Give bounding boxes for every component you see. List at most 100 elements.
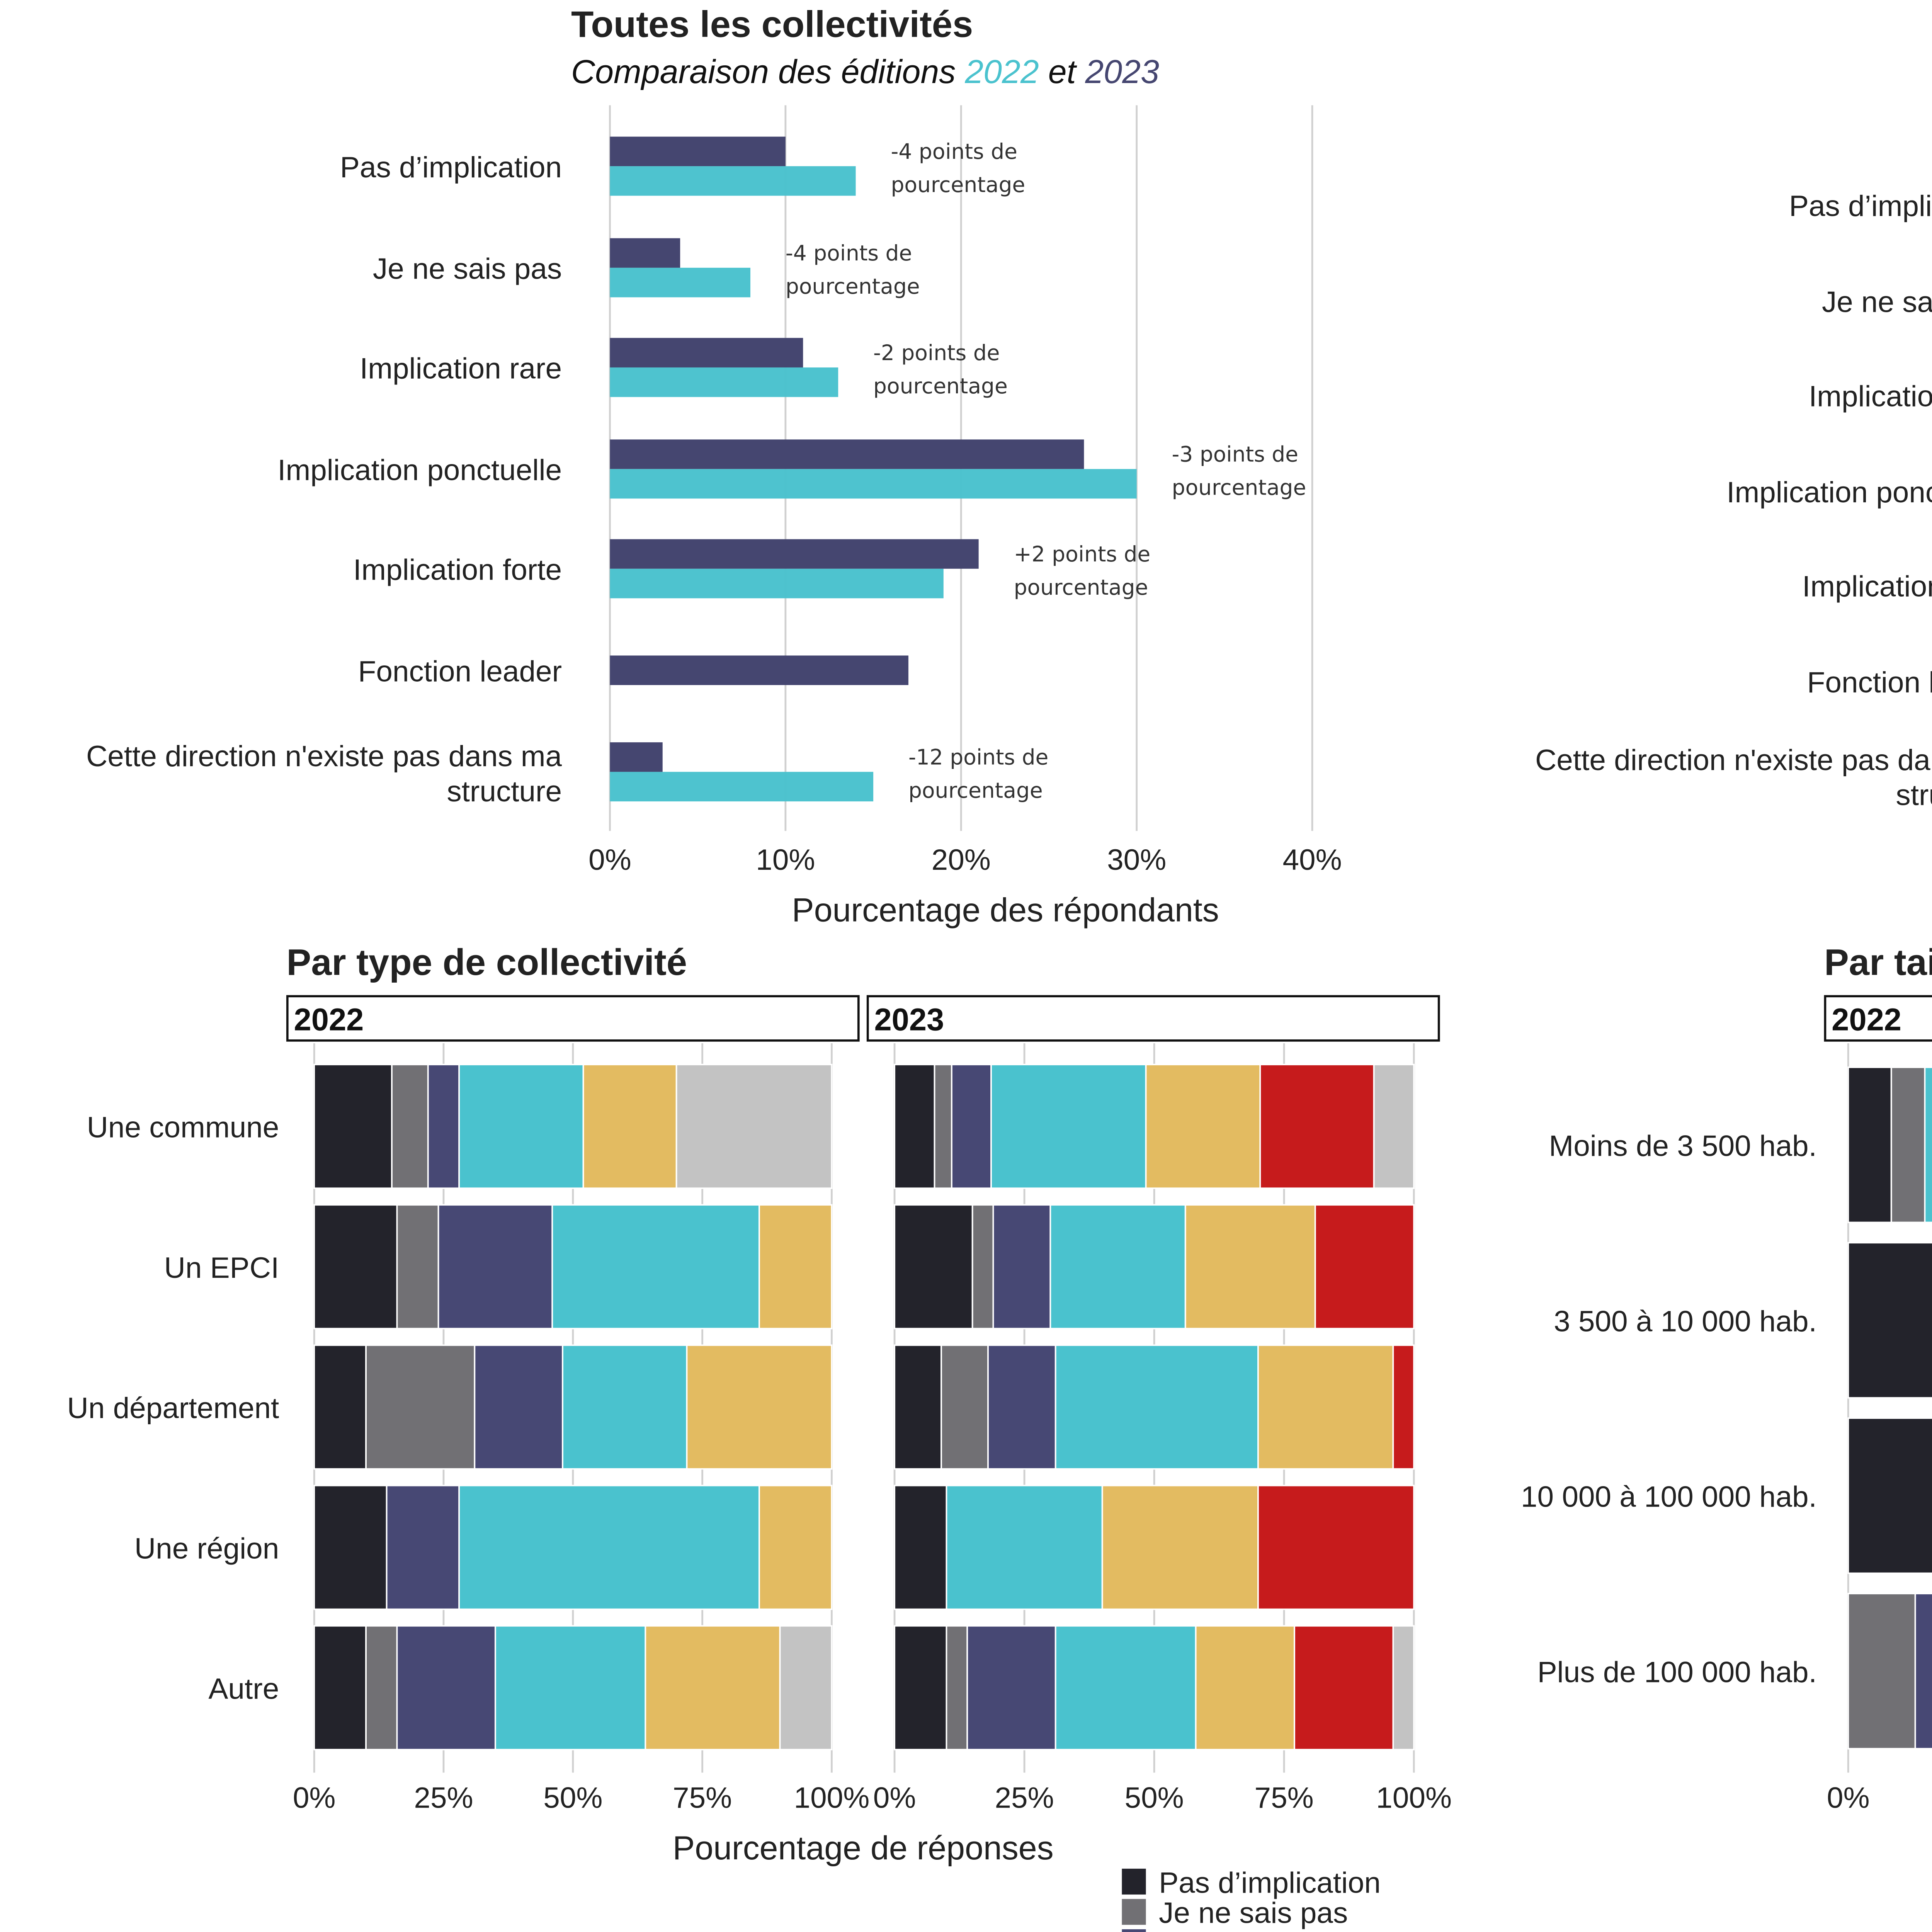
bar-2022 bbox=[610, 469, 1137, 499]
category-label: Une commune bbox=[87, 1111, 279, 1144]
facet-strip-box bbox=[866, 995, 1440, 1042]
category-label: Implication rare bbox=[1809, 380, 1932, 413]
subtitle-mid: et bbox=[1039, 53, 1085, 90]
stacked-segment bbox=[494, 1625, 646, 1750]
stacked-segment bbox=[551, 1204, 760, 1330]
stacked-segment bbox=[894, 1204, 973, 1330]
category-label: Cette direction n'existe pas dans ma bbox=[1535, 744, 1932, 777]
stacked-segment bbox=[946, 1625, 968, 1750]
category-label: Moins de 3 500 hab. bbox=[1549, 1130, 1816, 1163]
x-tick-label: 0% bbox=[1827, 1781, 1870, 1814]
chart-title: Toutes les collectivités bbox=[571, 4, 973, 45]
stacked-segment bbox=[1294, 1625, 1394, 1750]
facet-panel-2022: 0%25%50%75%100% bbox=[293, 1043, 869, 1814]
stacked-segment bbox=[1101, 1485, 1259, 1610]
category-label: Implication forte bbox=[1802, 570, 1932, 603]
stacked-segment bbox=[966, 1625, 1056, 1750]
stacked-segment bbox=[1847, 1242, 1932, 1399]
bar-2022 bbox=[610, 367, 838, 397]
category-label: Je ne sais pas bbox=[373, 253, 562, 286]
stacked-segment bbox=[675, 1064, 833, 1189]
legend-swatch bbox=[1122, 1869, 1146, 1895]
bar-2022 bbox=[610, 267, 750, 298]
difference-annotation: pourcentage bbox=[786, 274, 920, 299]
category-label: Pas d’implication bbox=[1789, 190, 1932, 223]
category-label: 3 500 à 10 000 hab. bbox=[1554, 1305, 1817, 1338]
bar-2023 bbox=[610, 742, 663, 772]
chart-subtitle: Comparaison des éditions 2022 et 2023 bbox=[571, 53, 1159, 90]
stacked-segment bbox=[458, 1064, 584, 1189]
plot-area: 0% 25% 50% 75% 100% 0% 25% 50% 75% 100%Une commun… bbox=[67, 1043, 1452, 1814]
stacked-segment bbox=[1054, 1344, 1259, 1470]
category-label: Un EPCI bbox=[164, 1252, 279, 1284]
x-tick-label: 50% bbox=[1125, 1781, 1184, 1814]
stacked-segment bbox=[946, 1485, 1103, 1610]
stacked-segment bbox=[934, 1064, 952, 1189]
stacked-segment bbox=[1184, 1204, 1316, 1330]
bar-2023 bbox=[610, 136, 786, 167]
chart-title: Par taille de commune bbox=[1824, 942, 1932, 983]
bar-2022 bbox=[610, 166, 856, 196]
legend-swatch bbox=[1122, 1899, 1146, 1925]
facet-panel-2023: 0% 25% 50% 75% 100% bbox=[873, 1043, 1452, 1814]
legend-label: Implication rare bbox=[1159, 1927, 1361, 1932]
x-tick-label: 100% bbox=[794, 1781, 870, 1814]
bar-2023 bbox=[610, 338, 803, 367]
x-tick-label: 0% bbox=[588, 844, 631, 876]
subtitle-year-2023: 2023 bbox=[1085, 53, 1159, 90]
stacked-segment bbox=[1914, 1593, 1932, 1750]
stacked-segment bbox=[894, 1625, 947, 1750]
stacked-segment bbox=[1049, 1204, 1186, 1330]
stacked-segment bbox=[313, 1064, 393, 1189]
bar-2023 bbox=[610, 655, 908, 685]
category-label: Plus de 100 000 hab. bbox=[1537, 1656, 1817, 1689]
category-label: Implication rare bbox=[360, 352, 562, 385]
legend-item: Pas d’implication bbox=[1122, 1866, 1381, 1899]
category-label: Cette direction n'existe pas dans ma bbox=[86, 740, 562, 773]
stacked-segment bbox=[686, 1344, 833, 1470]
stacked-segment bbox=[759, 1485, 833, 1610]
bar-2022 bbox=[610, 568, 944, 599]
stacked-segment bbox=[894, 1064, 935, 1189]
x-tick-label: 20% bbox=[932, 844, 991, 876]
bar-2023 bbox=[610, 539, 979, 569]
stacked-segment bbox=[582, 1064, 677, 1189]
stacked-segment bbox=[427, 1064, 460, 1189]
stacked-segment bbox=[1195, 1625, 1295, 1750]
bar-2022 bbox=[610, 772, 874, 801]
bar-2023 bbox=[610, 439, 1084, 469]
x-tick-label: 0% bbox=[293, 1781, 336, 1814]
subtitle-prefix: Comparaison des éditions bbox=[571, 53, 965, 90]
legend-swatch bbox=[1122, 1929, 1146, 1932]
stacked-segment bbox=[1924, 1066, 1932, 1223]
stacked-segment bbox=[396, 1625, 496, 1750]
facet-panel-2022: 0%25%50%75%100% bbox=[1827, 1043, 1932, 1814]
x-tick-label: 25% bbox=[995, 1781, 1054, 1814]
bar-2023 bbox=[610, 238, 680, 268]
stacked-segment bbox=[386, 1485, 460, 1610]
stacked-segment bbox=[951, 1064, 992, 1189]
stacked-segment bbox=[1257, 1485, 1415, 1610]
legend-item: Je ne sais pas bbox=[1122, 1897, 1348, 1930]
stacked-segment bbox=[940, 1344, 989, 1470]
facet-strip-label: 2023 bbox=[874, 1002, 944, 1037]
category-label: Fonction leader bbox=[1807, 666, 1932, 699]
stacked-segment bbox=[365, 1344, 476, 1470]
stacked-segment bbox=[1392, 1625, 1415, 1750]
legend-label: Pas d’implication bbox=[1159, 1866, 1381, 1899]
category-label: Une région bbox=[134, 1532, 279, 1565]
stacked-segment bbox=[458, 1485, 760, 1610]
facet-strip-2022: 2022 bbox=[286, 995, 860, 1042]
facet-strip-box bbox=[1824, 995, 1932, 1042]
x-tick-label: 75% bbox=[1255, 1781, 1314, 1814]
facet-strip-2023: 2023 bbox=[866, 995, 1440, 1042]
x-tick-label: 75% bbox=[673, 1781, 732, 1814]
difference-annotation: -2 points de bbox=[873, 340, 1000, 365]
stacked-segment bbox=[313, 1344, 367, 1470]
facet-strip-2022: 2022 bbox=[1824, 995, 1932, 1042]
category-label: 10 000 à 100 000 hab. bbox=[1521, 1481, 1817, 1514]
chart-title: Par type de collectivité bbox=[286, 942, 687, 983]
category-label: Un département bbox=[67, 1392, 279, 1425]
